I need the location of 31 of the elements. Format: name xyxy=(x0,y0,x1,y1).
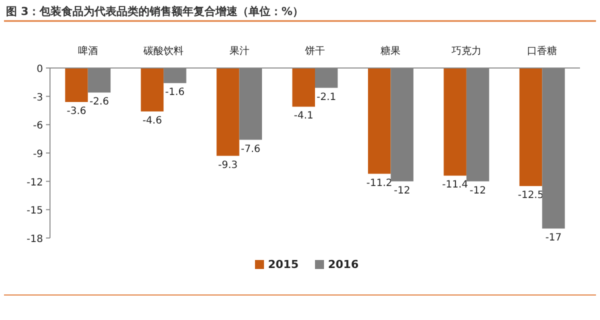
x-tick-label: 饼干 xyxy=(304,45,325,57)
x-tick-label: 碳酸饮料 xyxy=(142,45,184,57)
data-label: -9.3 xyxy=(218,160,238,171)
data-label: -2.1 xyxy=(316,92,336,103)
data-label: -11.4 xyxy=(442,180,468,191)
data-label: -12 xyxy=(394,185,410,196)
chart-title: 图 3：包装食品为代表品类的销售额年复合增速（单位：%） xyxy=(6,5,304,18)
x-tick-label: 口香糖 xyxy=(527,45,558,57)
legend-label: 2016 xyxy=(328,258,359,271)
data-label: -12 xyxy=(470,185,486,196)
y-tick-label: -9 xyxy=(33,149,43,160)
data-label: -2.6 xyxy=(89,96,109,108)
data-label: -17 xyxy=(545,232,562,244)
y-tick-label: 0 xyxy=(36,64,43,75)
y-tick-label: -6 xyxy=(33,120,43,132)
y-tick-label: -15 xyxy=(26,206,43,217)
data-label: -1.6 xyxy=(165,87,185,98)
data-label: -11.2 xyxy=(366,178,392,189)
x-tick-label: 糖果 xyxy=(380,45,401,57)
x-tick-label: 巧克力 xyxy=(451,45,482,57)
data-label: -4.6 xyxy=(142,115,162,126)
y-tick-label: -3 xyxy=(33,92,43,104)
y-tick-label: -12 xyxy=(26,177,43,188)
data-label: -4.1 xyxy=(294,110,314,122)
x-tick-label: 啤酒 xyxy=(78,45,98,57)
data-label: -7.6 xyxy=(240,144,260,155)
data-label: -12.5 xyxy=(518,190,544,202)
y-tick-label: -18 xyxy=(26,234,43,245)
data-label: -3.6 xyxy=(66,106,86,117)
legend-label: 2015 xyxy=(268,258,299,271)
x-tick-label: 果汁 xyxy=(229,45,250,57)
